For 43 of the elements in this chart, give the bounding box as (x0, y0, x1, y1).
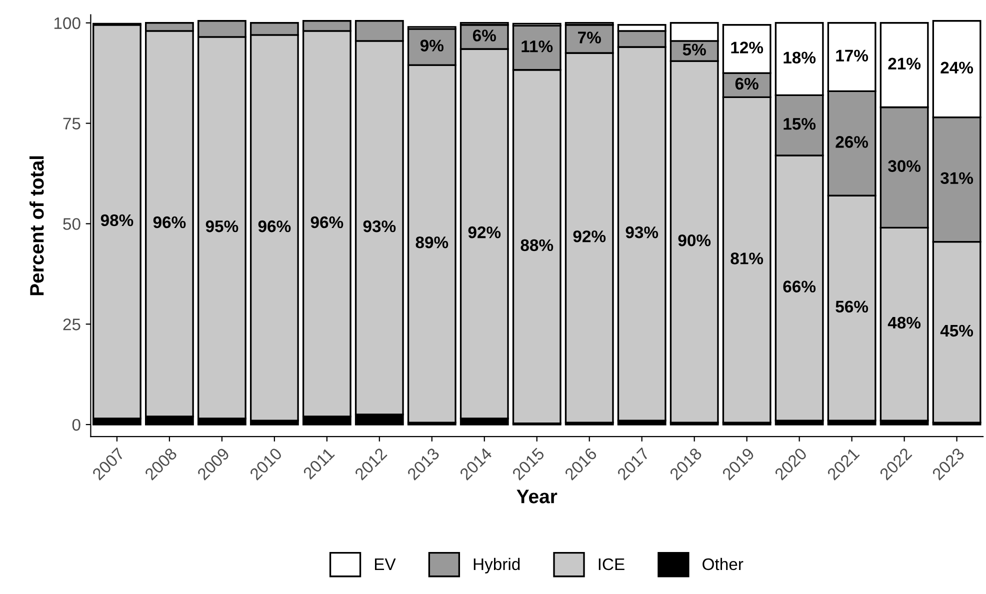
data-label: 6% (735, 78, 758, 90)
legend-label: Other (702, 558, 744, 570)
data-label: 15% (784, 118, 816, 130)
legend-label: EV (374, 558, 396, 570)
data-label: 93% (626, 226, 658, 238)
data-label: 96% (258, 220, 291, 232)
data-label: 56% (836, 300, 868, 313)
legend-label: Hybrid (474, 558, 520, 574)
data-label: 12% (731, 42, 764, 54)
y-tick-label: 25 (63, 318, 80, 330)
data-label: 89% (416, 236, 448, 248)
data-label: 96% (310, 216, 344, 228)
data-label: 30% (888, 160, 921, 172)
data-label: 31% (940, 172, 974, 184)
data-label: 48% (888, 316, 921, 329)
data-label: 21% (888, 58, 921, 70)
data-label: 92% (573, 230, 606, 242)
legend-label: ICE (598, 558, 624, 570)
data-label: 66% (783, 280, 816, 292)
data-label: 26% (836, 136, 868, 148)
data-label: 17% (836, 50, 868, 62)
data-label: 18% (784, 52, 816, 64)
y-tick-label: 100 (54, 17, 80, 30)
y-tick-label: 50 (63, 218, 80, 230)
data-label: 93% (363, 220, 396, 232)
y-axis-title: Percent of total (30, 156, 44, 296)
y-tick-label: 75 (63, 118, 80, 130)
data-label: 24% (940, 62, 974, 74)
data-label: 5% (682, 44, 706, 56)
data-label: 11% (522, 40, 553, 52)
y-tick-label: 0 (72, 418, 80, 431)
data-label: 92% (468, 226, 501, 238)
data-label: 98% (100, 214, 134, 226)
data-label: 95% (206, 220, 238, 232)
x-axis-title: Year (516, 490, 558, 504)
data-label: 81% (730, 252, 764, 264)
data-label: 96% (153, 216, 186, 228)
data-label: 45% (940, 324, 974, 337)
data-label: 90% (678, 234, 711, 246)
data-label: 6% (472, 30, 496, 42)
data-label: 88% (520, 239, 554, 252)
data-label: 7% (578, 32, 601, 44)
data-label: 9% (420, 40, 444, 52)
